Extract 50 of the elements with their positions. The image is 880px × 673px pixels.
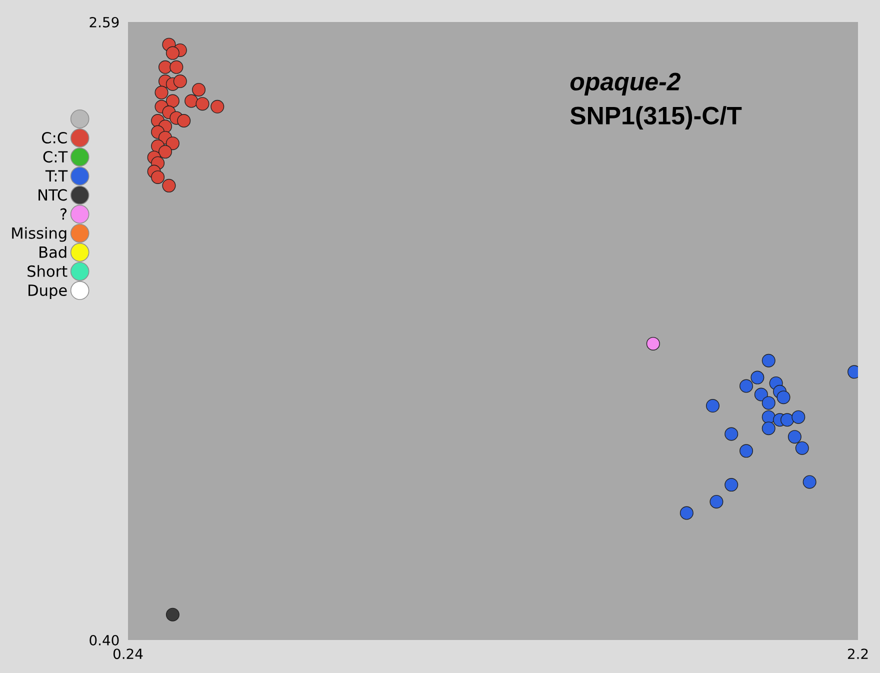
point (740, 379, 754, 393)
point (740, 444, 754, 458)
point (802, 475, 816, 489)
point (646, 336, 660, 350)
legend-label: C:T (43, 151, 68, 163)
point (724, 478, 738, 492)
point (680, 506, 694, 520)
annotation: opaque-2 (570, 72, 681, 96)
point (170, 60, 184, 74)
annotation: SNP1(315)-C/T (570, 106, 742, 130)
point (173, 74, 187, 88)
point (754, 388, 768, 402)
legend-label: Missing (12, 227, 66, 242)
x-tick-label: 2.2 (848, 648, 868, 659)
point (162, 178, 176, 192)
x-tick-label: 0.24 (113, 648, 143, 660)
point (192, 82, 206, 96)
point (788, 430, 802, 444)
point (196, 97, 210, 111)
point (762, 354, 776, 368)
legend-label: ? (60, 208, 67, 220)
point (792, 410, 806, 424)
point (710, 494, 724, 508)
legend-label: Bad (40, 246, 66, 258)
point (166, 608, 180, 622)
point (210, 100, 224, 114)
point (776, 390, 790, 404)
y-tick-label: 2.59 (90, 16, 119, 28)
point (795, 441, 809, 455)
legend-label: Short (28, 265, 68, 277)
point (158, 145, 172, 159)
y-tick-label: 0.40 (90, 634, 119, 646)
point (724, 427, 738, 441)
point (762, 396, 776, 410)
legend-label: Dupe (28, 284, 67, 299)
point (154, 86, 168, 100)
point (706, 399, 720, 413)
legend-label: T:T (45, 170, 68, 182)
point (184, 94, 198, 108)
point (780, 413, 794, 427)
point (177, 114, 191, 128)
point (158, 60, 172, 74)
point (166, 46, 180, 60)
point (750, 370, 764, 384)
point (166, 136, 180, 150)
legend-label: C:C (42, 132, 67, 144)
point (151, 170, 165, 184)
legend-label: NTC (38, 189, 67, 201)
point (762, 422, 776, 436)
point (166, 94, 180, 108)
